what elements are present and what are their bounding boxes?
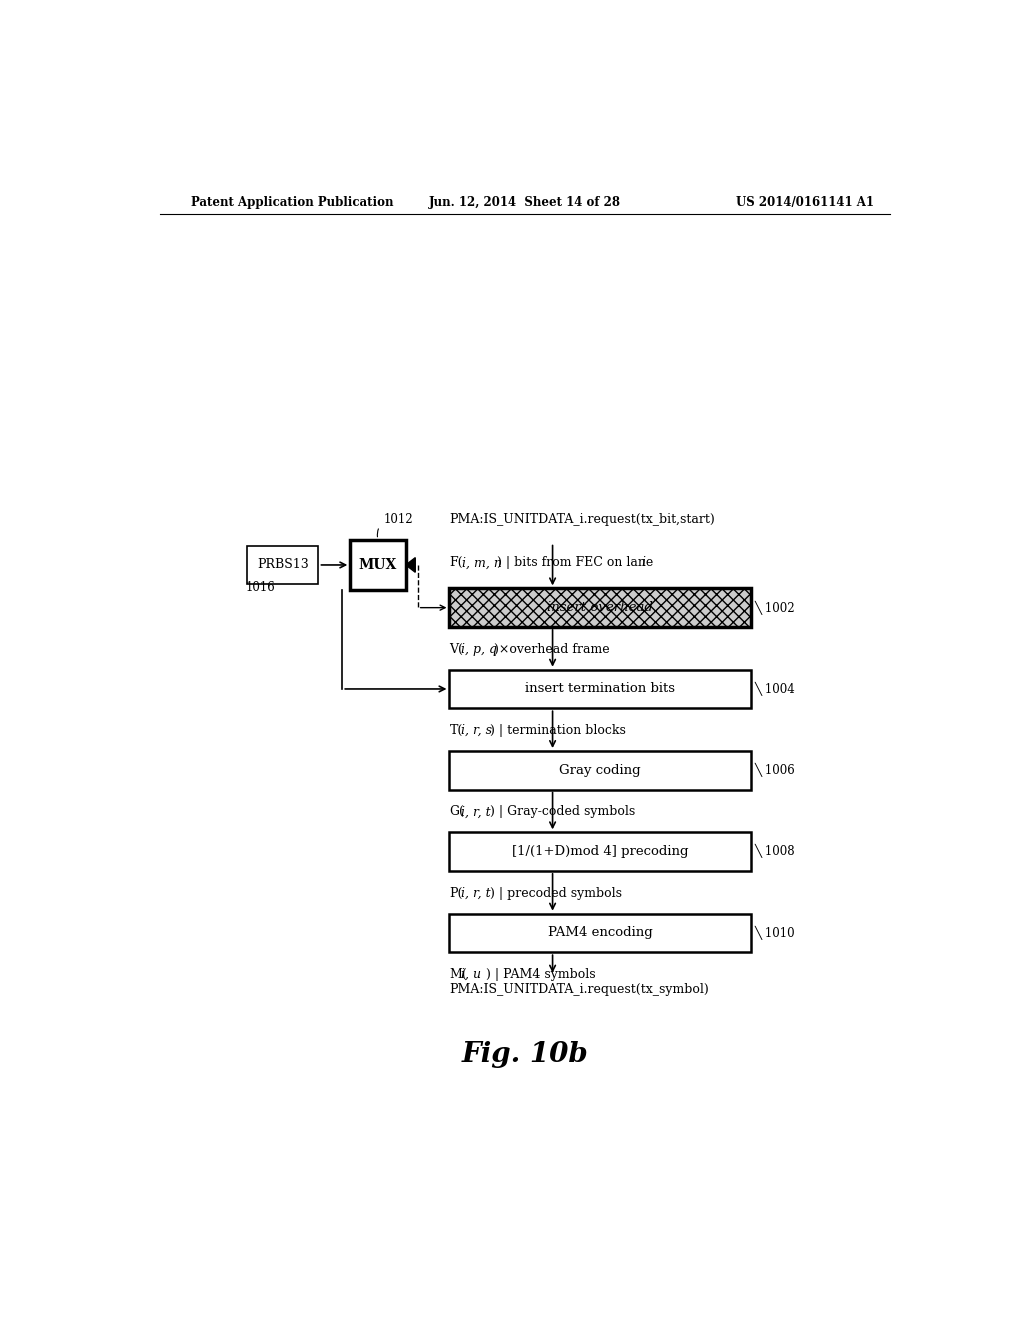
Polygon shape xyxy=(406,557,416,573)
Bar xyxy=(450,589,751,627)
Text: Patent Application Publication: Patent Application Publication xyxy=(191,195,394,209)
Bar xyxy=(450,751,751,789)
Text: ╲ 1004: ╲ 1004 xyxy=(755,682,796,696)
Text: i, r, s: i, r, s xyxy=(461,725,493,737)
Bar xyxy=(450,913,751,952)
Text: ) | Gray-coded symbols: ) | Gray-coded symbols xyxy=(489,805,635,818)
Text: ) | termination blocks: ) | termination blocks xyxy=(489,725,626,737)
Bar xyxy=(450,669,751,709)
Text: insert termination bits: insert termination bits xyxy=(525,682,675,696)
Text: F(: F( xyxy=(450,557,463,569)
Text: i, m, n: i, m, n xyxy=(462,557,502,569)
Text: i, r, t: i, r, t xyxy=(461,805,490,818)
Text: ) | precoded symbols: ) | precoded symbols xyxy=(489,887,622,900)
Text: ) | PAM4 symbols: ) | PAM4 symbols xyxy=(486,968,596,981)
Text: P(: P( xyxy=(450,887,463,900)
Text: i: i xyxy=(641,557,645,569)
Text: i, u: i, u xyxy=(461,968,481,981)
Text: i, r, t: i, r, t xyxy=(461,887,490,900)
Text: V(: V( xyxy=(450,643,464,656)
Text: [1/(1+D)mod 4] precoding: [1/(1+D)mod 4] precoding xyxy=(512,845,688,858)
Text: 1016: 1016 xyxy=(246,581,275,594)
Bar xyxy=(247,545,318,585)
Text: PMA:IS_UNITDATA_i.request(tx_bit,start): PMA:IS_UNITDATA_i.request(tx_bit,start) xyxy=(450,512,715,525)
Text: ) | bits from FEC on lane: ) | bits from FEC on lane xyxy=(497,557,657,569)
Text: PAM4 encoding: PAM4 encoding xyxy=(548,927,652,940)
Text: M(: M( xyxy=(450,968,467,981)
Text: insert overhead: insert overhead xyxy=(547,601,653,614)
Text: )×overhead frame: )×overhead frame xyxy=(494,643,609,656)
Text: 1012: 1012 xyxy=(384,513,413,527)
Text: T(: T( xyxy=(450,725,463,737)
Bar xyxy=(450,833,751,871)
Bar xyxy=(350,540,406,590)
Text: Gray coding: Gray coding xyxy=(559,764,641,776)
Text: i, p, q: i, p, q xyxy=(461,643,498,656)
Text: ╲ 1002: ╲ 1002 xyxy=(755,601,796,615)
Text: ╲ 1010: ╲ 1010 xyxy=(755,925,796,940)
Text: G(: G( xyxy=(450,805,465,818)
Text: Jun. 12, 2014  Sheet 14 of 28: Jun. 12, 2014 Sheet 14 of 28 xyxy=(429,195,621,209)
Text: ╲ 1008: ╲ 1008 xyxy=(755,845,796,858)
Text: US 2014/0161141 A1: US 2014/0161141 A1 xyxy=(736,195,873,209)
Text: Fig. 10b: Fig. 10b xyxy=(462,1041,588,1068)
Bar xyxy=(450,589,751,627)
Text: ╲ 1006: ╲ 1006 xyxy=(755,763,796,777)
Text: PRBS13: PRBS13 xyxy=(257,558,308,572)
Text: PMA:IS_UNITDATA_i.request(tx_symbol): PMA:IS_UNITDATA_i.request(tx_symbol) xyxy=(450,983,710,997)
Text: MUX: MUX xyxy=(358,558,397,572)
